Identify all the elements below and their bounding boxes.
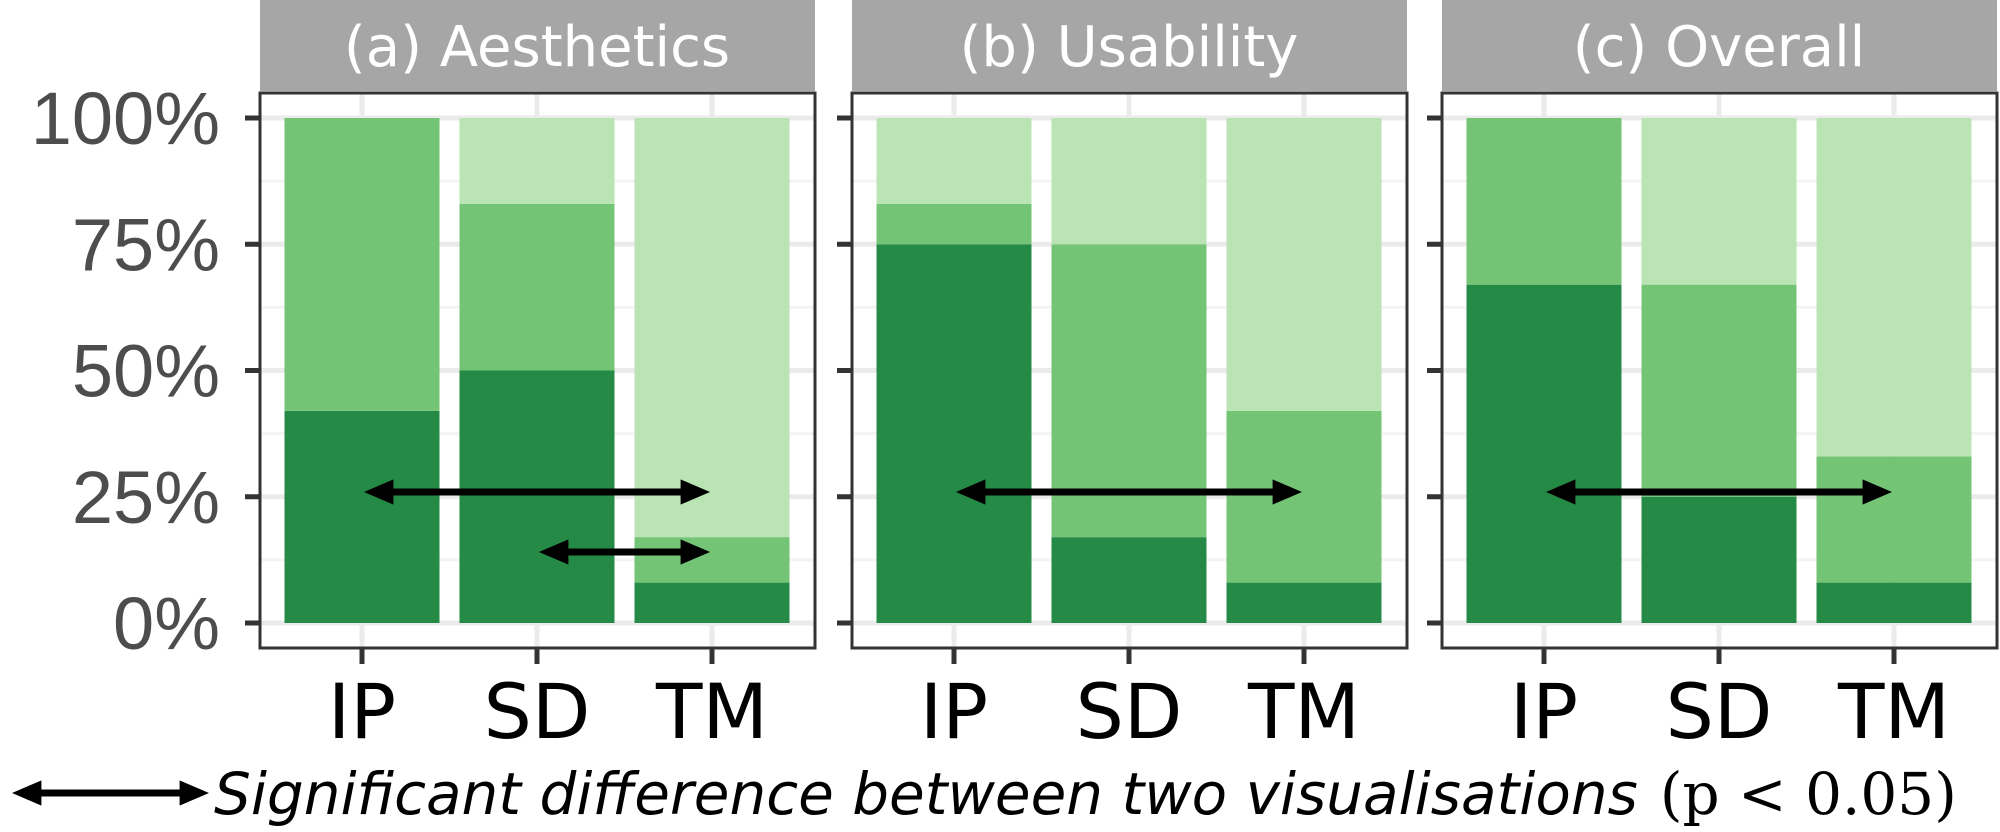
panel-strip <box>260 0 815 91</box>
caption: Significant difference between two visua… <box>12 760 1957 828</box>
x-tick-label: IP <box>920 667 988 756</box>
x-axis: IP SD TM <box>328 667 768 756</box>
panel-title: (a) Aesthetics <box>344 15 730 80</box>
x-tick-label: TM <box>1837 667 1950 756</box>
bar-segment <box>284 410 440 623</box>
x-tick-label: IP <box>328 667 396 756</box>
bar-segment <box>634 118 790 538</box>
bar-segment <box>1226 118 1382 411</box>
x-tick-label: IP <box>1510 667 1578 756</box>
bar-segment <box>1466 284 1622 623</box>
y-tick-label: 0% <box>113 582 220 665</box>
y-tick-label: 100% <box>31 77 220 160</box>
bar-segment <box>1816 582 1972 623</box>
panel-title: (b) Usability <box>960 15 1299 80</box>
caption-significance-level: (p < 0.05) <box>1660 760 1957 828</box>
bar-segment <box>284 118 440 411</box>
panel-aesthetics: (a) Aesthetics IP SD TM <box>245 0 817 756</box>
bar-segment <box>1226 410 1382 583</box>
bar-segment <box>1816 118 1972 457</box>
bar-segment <box>1641 284 1797 497</box>
bar-segment <box>459 118 615 204</box>
bar-segment <box>1051 118 1207 245</box>
y-tick-label: 50% <box>72 330 220 413</box>
x-tick-label: SD <box>1076 667 1183 756</box>
bar-segment <box>1816 456 1972 583</box>
bar-segment <box>876 118 1032 204</box>
bar-segment <box>634 537 790 583</box>
bar-segment <box>876 203 1032 245</box>
bar-segment <box>876 244 1032 623</box>
plot-area <box>1442 93 1997 648</box>
x-tick-label: SD <box>484 667 591 756</box>
panel-usability: (b) Usability IP SD TM <box>837 0 1409 756</box>
bar-segment <box>1641 118 1797 285</box>
panel-overall: (c) Overall IP SD TM <box>1427 0 1999 756</box>
x-axis: IP SD TM <box>1510 667 1950 756</box>
x-tick-label: TM <box>1247 667 1360 756</box>
caption-description: Significant difference between two visua… <box>214 760 1638 828</box>
caption-text: Significant difference between two visua… <box>214 760 1957 828</box>
y-tick-label: 75% <box>72 203 220 286</box>
bar-segment <box>1641 496 1797 623</box>
bar-segment <box>459 370 615 623</box>
bar-segment <box>634 582 790 623</box>
y-axis: 0% 25% 50% 75% 100% <box>31 77 220 665</box>
x-axis: IP SD TM <box>920 667 1360 756</box>
bar-segment <box>1226 582 1382 623</box>
x-tick-label: SD <box>1666 667 1773 756</box>
panel-strip <box>852 0 1407 91</box>
bar-segment <box>1466 118 1622 285</box>
bar-segment <box>459 203 615 371</box>
x-tick-label: TM <box>655 667 768 756</box>
panel-strip <box>1442 0 1997 91</box>
y-tick-label: 25% <box>72 456 220 539</box>
panel-title: (c) Overall <box>1573 15 1865 80</box>
bar-segment <box>1051 537 1207 623</box>
plot-area <box>852 93 1407 648</box>
plot-area <box>260 93 815 648</box>
